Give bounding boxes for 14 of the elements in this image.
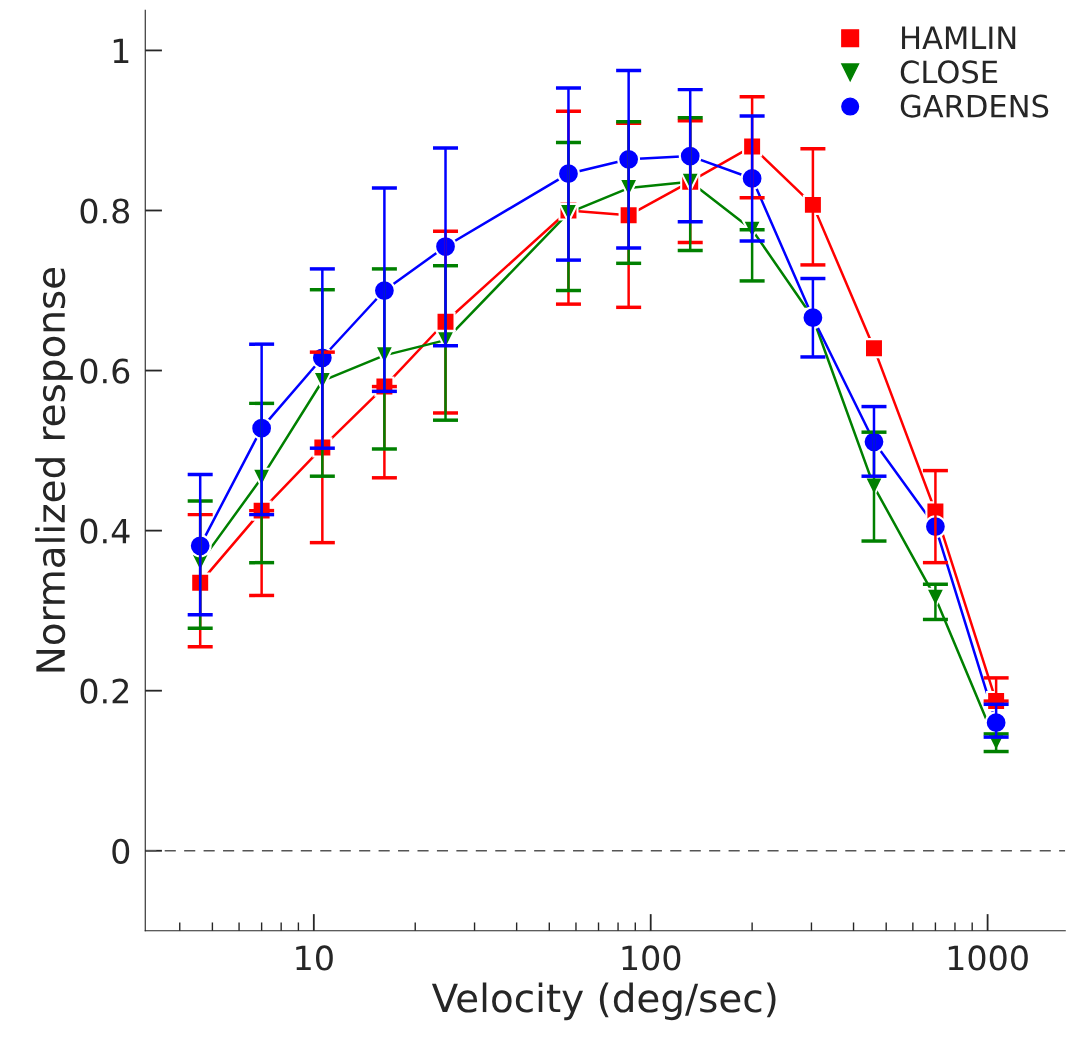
x-tick-label: 10 — [296, 945, 333, 971]
legend-label: HAMLIN — [902, 26, 1016, 49]
y-tick-label: 1 — [113, 38, 129, 64]
y-tick-label: 0.2 — [80, 678, 129, 704]
legend-label: CLOSE — [900, 60, 998, 84]
x-tick-label: 1000 — [948, 945, 1028, 971]
legend-label: GARDENS — [900, 94, 1049, 118]
x-tick-label: 100 — [622, 945, 681, 971]
x-axis-title: Velocity (deg/sec) — [431, 982, 776, 1021]
y-tick-label: 0 — [112, 838, 130, 864]
y-tick-label: 0.4 — [80, 518, 130, 544]
y-tick-label: 0.8 — [80, 198, 130, 224]
y-tick-label: 0.6 — [80, 358, 130, 384]
y-axis-title: Normalized response — [35, 267, 73, 672]
